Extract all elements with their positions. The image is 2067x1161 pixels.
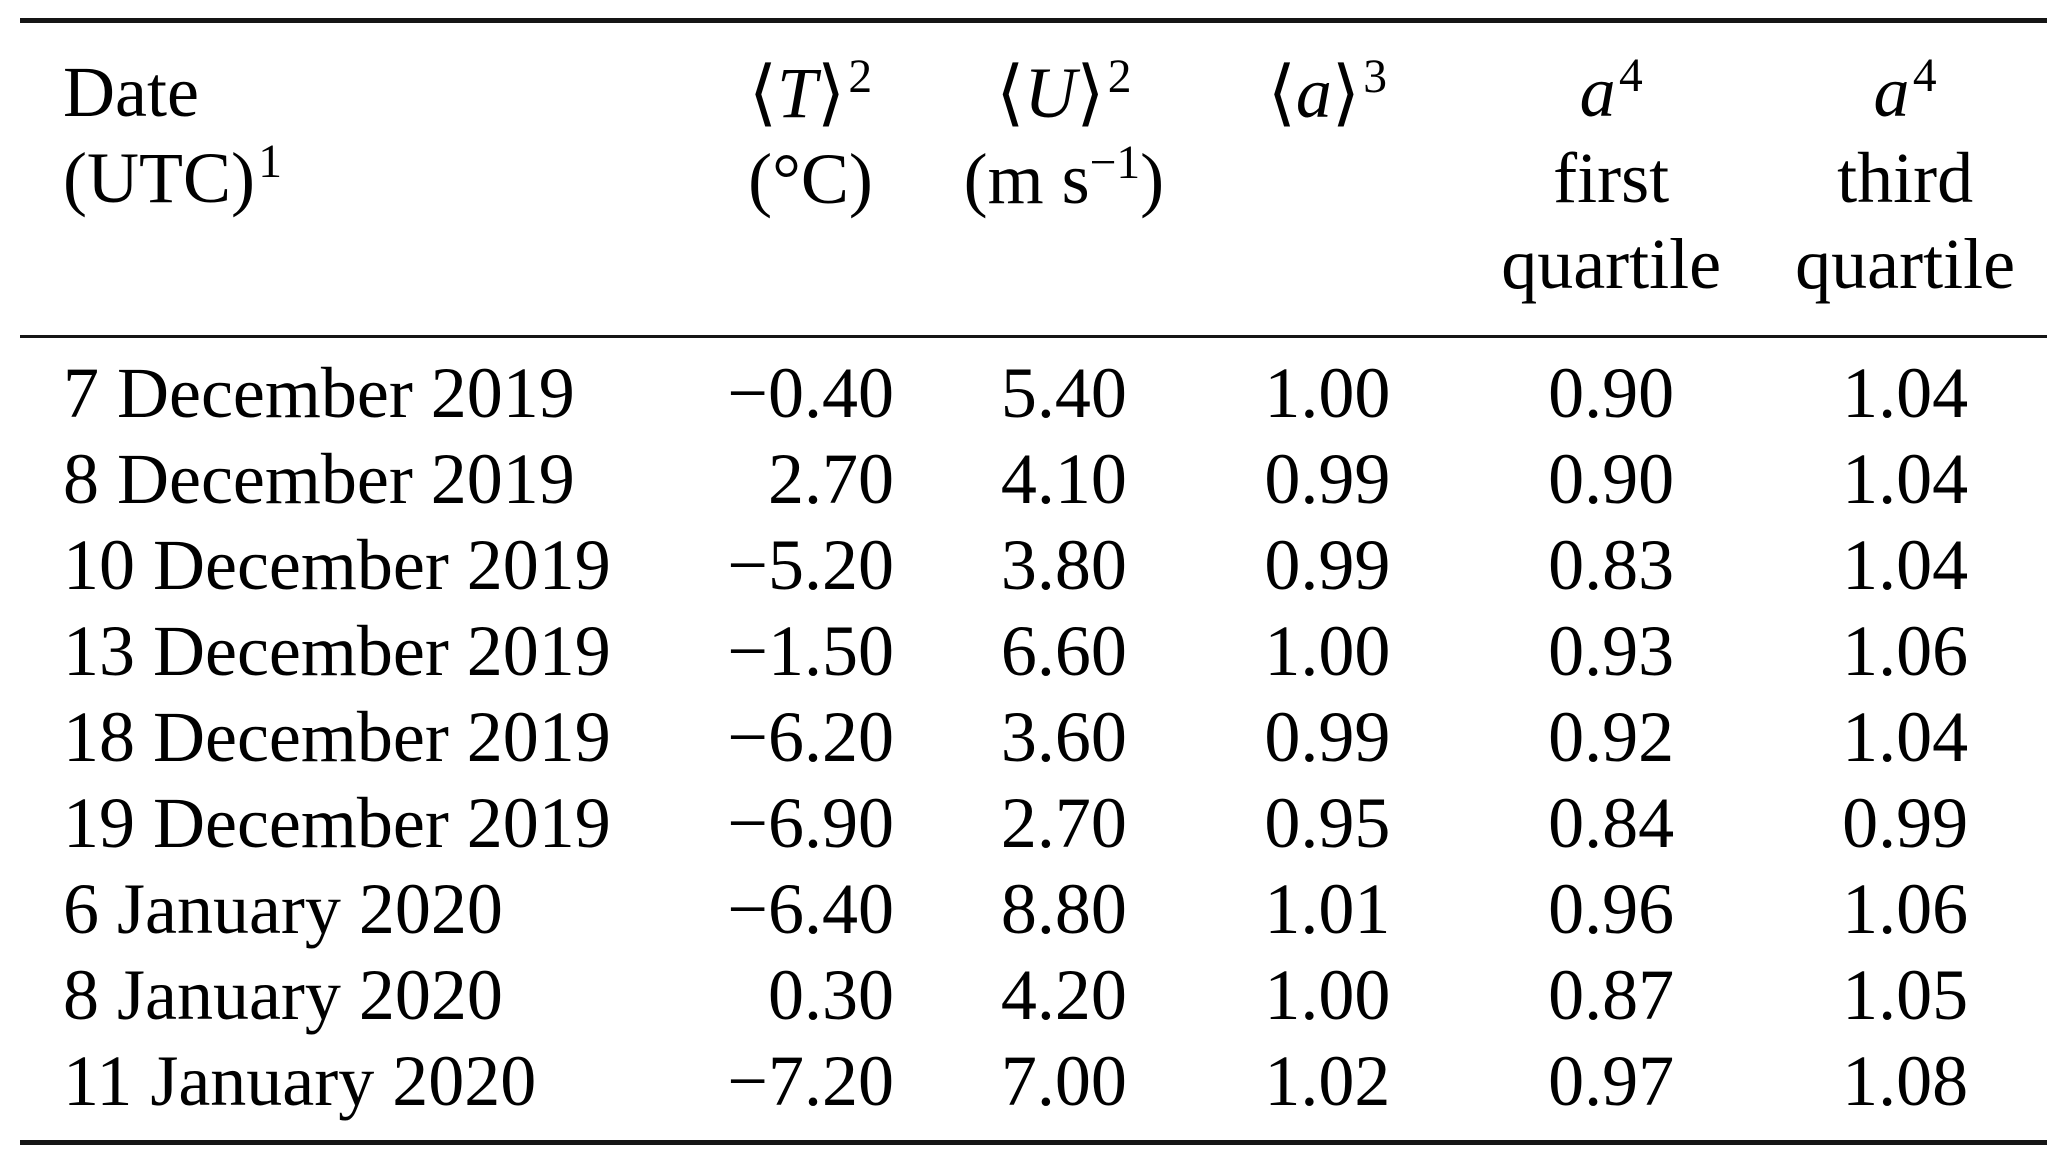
header-wind-unit: (m s−1) <box>963 137 1165 219</box>
table-row: 10 December 2019 −5.20 3.80 0.99 0.83 1.… <box>20 522 2047 608</box>
cell-first-quartile: 0.90 <box>1548 439 1675 519</box>
cell-first-quartile: 0.93 <box>1548 611 1675 691</box>
header-first-label: first <box>1553 138 1670 218</box>
cell-date: 6 January 2020 <box>63 869 503 949</box>
table-row: 19 December 2019 −6.90 2.70 0.95 0.84 0.… <box>20 780 2047 866</box>
cell-date: 11 January 2020 <box>63 1041 537 1121</box>
footnote-marker: 4 <box>1618 50 1643 103</box>
cell-mean-albedo: 0.99 <box>1264 525 1391 605</box>
cell-third-quartile: 1.06 <box>1842 869 1969 949</box>
cell-mean-wind: 6.60 <box>1000 611 1127 691</box>
cell-mean-albedo: 1.02 <box>1264 1041 1391 1121</box>
angle-bracket: ⟩ <box>817 50 846 134</box>
cell-mean-temperature: −1.50 <box>727 611 895 691</box>
cell-first-quartile: 0.97 <box>1548 1041 1675 1121</box>
cell-mean-temperature: −6.40 <box>727 869 895 949</box>
cell-mean-temperature: −6.20 <box>727 697 895 777</box>
cell-third-quartile: 1.04 <box>1842 353 1969 433</box>
cell-date: 13 December 2019 <box>63 611 611 691</box>
cell-date: 10 December 2019 <box>63 525 611 605</box>
header-quartile-label: quartile <box>1501 224 1722 304</box>
unit-exponent: −1 <box>1089 137 1141 190</box>
cell-mean-wind: 2.70 <box>1000 783 1127 863</box>
table-row: 8 December 2019 2.70 4.10 0.99 0.90 1.04 <box>20 436 2047 522</box>
cell-mean-temperature: −7.20 <box>727 1041 895 1121</box>
math-var-T: T <box>776 53 817 133</box>
angle-bracket: ⟩ <box>1331 50 1360 134</box>
cell-mean-wind: 7.00 <box>1000 1041 1127 1121</box>
cell-date: 7 December 2019 <box>63 353 575 433</box>
cell-third-quartile: 1.04 <box>1842 697 1969 777</box>
table-row: 13 December 2019 −1.50 6.60 1.00 0.93 1.… <box>20 608 2047 694</box>
header-date: Date (UTC)1 <box>20 21 689 337</box>
cell-mean-wind: 8.80 <box>1000 869 1127 949</box>
cell-mean-albedo: 1.00 <box>1264 611 1391 691</box>
cell-first-quartile: 0.92 <box>1548 697 1675 777</box>
math-var-U: U <box>1024 53 1077 133</box>
table-row: 7 December 2019 −0.40 5.40 1.00 0.90 1.0… <box>20 337 2047 437</box>
cell-mean-albedo: 0.95 <box>1264 783 1391 863</box>
angle-bracket: ⟨ <box>1267 50 1296 134</box>
cell-mean-wind: 4.20 <box>1000 955 1127 1035</box>
cell-mean-albedo: 1.01 <box>1264 869 1391 949</box>
footnote-marker: 2 <box>1107 51 1132 104</box>
header-quartile-label: quartile <box>1795 224 2016 304</box>
cell-mean-albedo: 0.99 <box>1264 697 1391 777</box>
header-mean-albedo: ⟨a⟩3 <box>1196 21 1460 337</box>
measurements-table: Date (UTC)1 ⟨T⟩2 (°C) ⟨U⟩2 (m s−1) ⟨a⟩3 … <box>20 18 2047 1145</box>
cell-mean-temperature: −6.90 <box>727 783 895 863</box>
cell-mean-albedo: 1.00 <box>1264 353 1391 433</box>
cell-mean-temperature: −5.20 <box>727 525 895 605</box>
table-row: 8 January 2020 0.30 4.20 1.00 0.87 1.05 <box>20 952 2047 1038</box>
angle-bracket: ⟨ <box>748 50 777 134</box>
cell-first-quartile: 0.96 <box>1548 869 1675 949</box>
cell-date: 19 December 2019 <box>63 783 611 863</box>
table-row: 6 January 2020 −6.40 8.80 1.01 0.96 1.06 <box>20 866 2047 952</box>
header-date-line1: Date <box>63 52 199 132</box>
cell-date: 8 December 2019 <box>63 439 575 519</box>
cell-mean-temperature: −0.40 <box>727 353 895 433</box>
cell-date: 18 December 2019 <box>63 697 611 777</box>
math-var-a: a <box>1295 53 1332 133</box>
cell-mean-wind: 5.40 <box>1000 353 1127 433</box>
cell-mean-temperature: 0.30 <box>768 955 895 1035</box>
table-row: 18 December 2019 −6.20 3.60 0.99 0.92 1.… <box>20 694 2047 780</box>
math-var-a: a <box>1873 52 1910 132</box>
footnote-marker: 1 <box>258 136 283 189</box>
cell-third-quartile: 1.08 <box>1842 1041 1969 1121</box>
cell-mean-wind: 3.80 <box>1000 525 1127 605</box>
cell-third-quartile: 1.04 <box>1842 525 1969 605</box>
table-row: 11 January 2020 −7.20 7.00 1.02 0.97 1.0… <box>20 1038 2047 1143</box>
header-a-third-quartile: a4 third quartile <box>1763 21 2047 337</box>
cell-third-quartile: 1.06 <box>1842 611 1969 691</box>
cell-first-quartile: 0.84 <box>1548 783 1675 863</box>
header-mean-temperature: ⟨T⟩2 (°C) <box>689 21 932 337</box>
header-date-line2: (UTC)1 <box>63 136 283 218</box>
cell-mean-wind: 3.60 <box>1000 697 1127 777</box>
footnote-marker: 4 <box>1912 50 1937 103</box>
header-row: Date (UTC)1 ⟨T⟩2 (°C) ⟨U⟩2 (m s−1) ⟨a⟩3 … <box>20 21 2047 337</box>
cell-first-quartile: 0.87 <box>1548 955 1675 1035</box>
cell-mean-temperature: 2.70 <box>768 439 895 519</box>
header-a-first-quartile: a4 first quartile <box>1459 21 1763 337</box>
angle-bracket: ⟨ <box>996 50 1025 134</box>
cell-first-quartile: 0.83 <box>1548 525 1675 605</box>
header-temperature-unit: (°C) <box>748 139 873 219</box>
cell-third-quartile: 1.04 <box>1842 439 1969 519</box>
cell-third-quartile: 1.05 <box>1842 955 1969 1035</box>
cell-mean-albedo: 1.00 <box>1264 955 1391 1035</box>
angle-bracket: ⟩ <box>1076 50 1105 134</box>
header-third-label: third <box>1837 138 1974 218</box>
cell-third-quartile: 0.99 <box>1842 783 1969 863</box>
header-mean-wind: ⟨U⟩2 (m s−1) <box>932 21 1196 337</box>
cell-mean-wind: 4.10 <box>1000 439 1127 519</box>
cell-first-quartile: 0.90 <box>1548 353 1675 433</box>
cell-date: 8 January 2020 <box>63 955 503 1035</box>
cell-mean-albedo: 0.99 <box>1264 439 1391 519</box>
math-var-a: a <box>1579 52 1616 132</box>
footnote-marker: 3 <box>1363 51 1388 104</box>
footnote-marker: 2 <box>848 51 873 104</box>
